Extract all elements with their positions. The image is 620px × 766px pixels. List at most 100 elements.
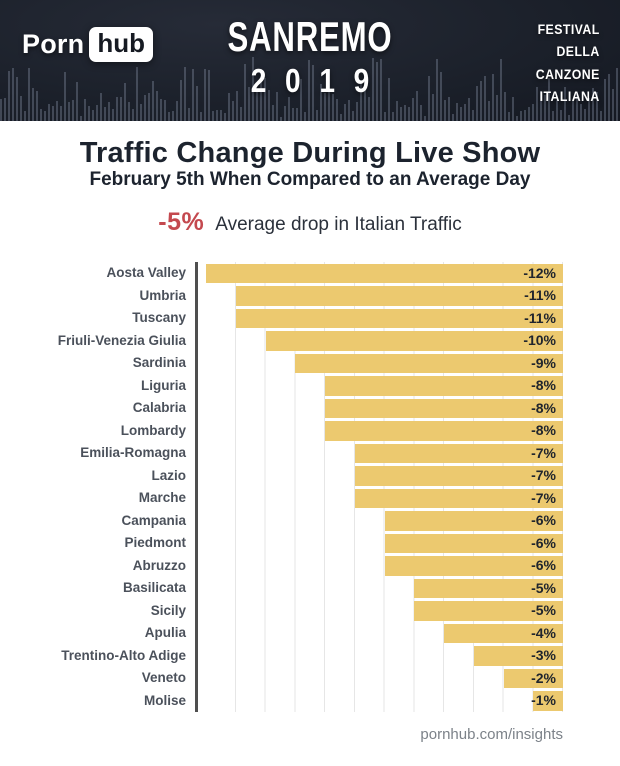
traffic-bar: -2% <box>503 668 563 688</box>
bar-value-label: -2% <box>531 669 556 686</box>
region-label: Molise <box>143 692 186 708</box>
bar-row: -12% <box>206 262 563 285</box>
traffic-bar: -8% <box>325 421 563 441</box>
bar-row: -8% <box>206 420 563 443</box>
traffic-bar: -7% <box>354 488 563 508</box>
bar-value-label: -8% <box>531 399 556 416</box>
event-title-year: 2019 <box>250 62 388 99</box>
bar-value-label: -10% <box>523 332 556 348</box>
page-title: Traffic Change During Live Show <box>79 137 541 169</box>
page-subtitle: February 5th When Compared to an Average… <box>89 169 531 190</box>
region-label: Abruzzo <box>132 557 186 573</box>
region-label: Campania <box>121 512 186 528</box>
bar-row: -5% <box>206 600 563 623</box>
region-label: Sardinia <box>132 355 186 370</box>
traffic-bar: -8% <box>325 398 563 418</box>
region-label: Friuli-Venezia Giulia <box>57 332 186 348</box>
region-label: Marche <box>138 490 186 505</box>
event-title: SANREMO 2019 <box>0 14 620 100</box>
traffic-bar: -11% <box>235 286 563 306</box>
tagline-line: FESTIVAL <box>537 21 600 37</box>
traffic-change-bar-chart: Aosta Valley Umbria Tuscany Friuli-Venezia … <box>0 262 620 712</box>
traffic-bar: -8% <box>325 376 563 396</box>
bar-row: -4% <box>206 622 563 645</box>
bar-row: -6% <box>206 532 563 555</box>
region-label: Calabria <box>132 400 186 415</box>
tagline-line: DELLA <box>556 43 600 60</box>
bar-row: -9% <box>206 352 563 375</box>
traffic-bar: -5% <box>414 578 563 598</box>
stat-label: Average drop in Italian Traffic <box>215 214 462 235</box>
bar-row: -5% <box>206 577 563 600</box>
logo-porn-text: Porn <box>22 29 85 59</box>
y-axis-line <box>195 262 198 712</box>
bar-value-label: -6% <box>531 512 556 528</box>
traffic-bar: -6% <box>384 511 563 531</box>
logo-hub-badge: hub <box>89 27 153 62</box>
bar-value-label: -7% <box>531 489 556 506</box>
bar-value-label: -7% <box>531 444 556 461</box>
bar-value-label: -8% <box>531 377 556 393</box>
bar-row: -7% <box>206 442 563 465</box>
region-label: Tuscany <box>132 310 186 325</box>
bar-row: -6% <box>206 555 563 578</box>
region-label: Veneto <box>141 670 186 685</box>
bar-row: -8% <box>206 375 563 398</box>
traffic-bar: -10% <box>265 331 563 351</box>
header-banner: Porn hub SANREMO 2019 FESTIVAL DELLA CAN… <box>0 0 620 121</box>
region-label: Apulia <box>144 625 186 640</box>
traffic-bar: -7% <box>354 443 563 463</box>
region-label: Aosta Valley <box>106 265 186 280</box>
bar-value-label: -11% <box>524 309 556 326</box>
bar-row: -2% <box>206 667 563 690</box>
bar-row: -8% <box>206 397 563 420</box>
bar-value-label: -3% <box>531 647 556 663</box>
bar-value-label: -1% <box>531 692 556 708</box>
traffic-bar: -4% <box>444 623 563 643</box>
region-label: Umbria <box>139 287 186 303</box>
traffic-bar: -9% <box>295 353 563 373</box>
bar-value-label: -5% <box>531 579 556 596</box>
tagline-line: ITALIANA <box>539 88 600 105</box>
bar-row: -6% <box>206 510 563 533</box>
traffic-bar: -3% <box>473 646 563 666</box>
bar-row: -7% <box>206 487 563 510</box>
region-labels-column: Aosta Valley Umbria Tuscany Friuli-Venezia … <box>0 262 186 712</box>
tagline-line: CANZONE <box>535 65 600 82</box>
region-label: Liguria <box>140 377 186 393</box>
bar-row: -11% <box>206 285 563 308</box>
traffic-bar: -1% <box>531 691 563 711</box>
traffic-bar: -11% <box>235 308 563 328</box>
region-label: Lazio <box>151 467 186 483</box>
bar-row: -7% <box>206 465 563 488</box>
insights-url: pornhub.com/insights <box>420 726 563 743</box>
bar-row: -3% <box>206 645 563 668</box>
bar-value-label: -5% <box>531 602 556 618</box>
bar-value-label: -8% <box>531 422 556 438</box>
bar-row: -10% <box>206 330 563 353</box>
pornhub-logo[interactable]: Porn hub <box>22 27 153 62</box>
festival-tagline: FESTIVAL DELLA CANZONE ITALIANA <box>536 18 600 108</box>
traffic-bar: -7% <box>354 466 563 486</box>
bar-value-label: -7% <box>531 467 556 483</box>
traffic-bar: -12% <box>206 263 563 283</box>
bar-value-label: -9% <box>531 354 556 371</box>
stat-value: -5% <box>158 208 205 236</box>
bar-value-label: -6% <box>531 557 556 573</box>
bar-value-label: -4% <box>531 624 556 641</box>
bar-value-label: -6% <box>531 534 556 551</box>
bar-row: -11% <box>206 307 563 330</box>
region-label: Sicily <box>150 602 186 618</box>
traffic-bar: -6% <box>384 556 563 576</box>
plot-area: -12% -11% -11% -10% -9% -8% -8% -8% -7% -7% -7% -6%… <box>206 262 563 712</box>
region-label: Emilia-Romagna <box>80 445 186 460</box>
bar-row: -1% <box>206 690 563 713</box>
region-label: Lombardy <box>120 422 186 438</box>
average-stat: -5% Average drop in Italian Traffic <box>0 208 620 237</box>
traffic-bar: -6% <box>384 533 563 553</box>
region-label: Trentino-Alto Adige <box>61 647 186 663</box>
bar-value-label: -11% <box>524 287 556 303</box>
region-label: Basilicata <box>122 580 186 595</box>
bar-value-label: -12% <box>523 264 556 281</box>
audio-waveform-decoration <box>0 49 620 121</box>
